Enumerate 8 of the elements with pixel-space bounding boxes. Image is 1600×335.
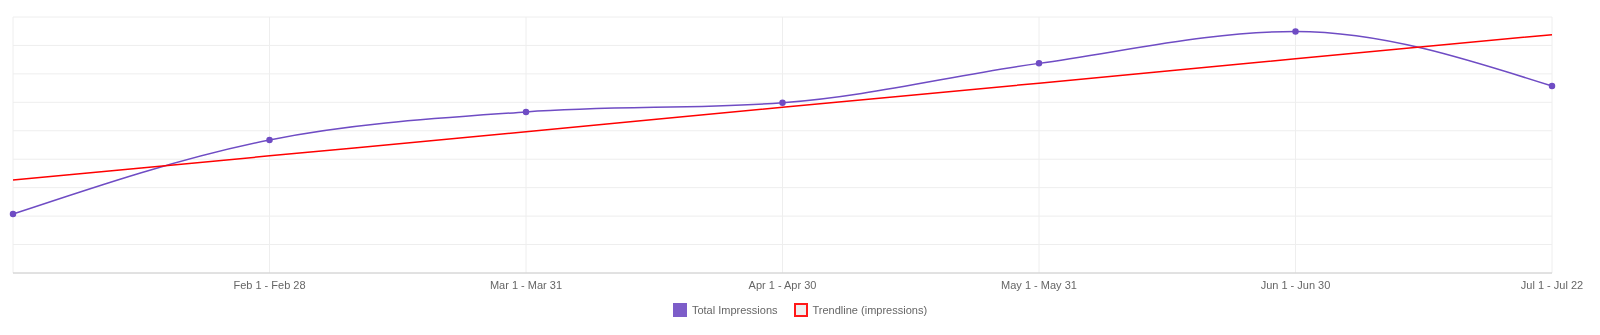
x-tick-label: May 1 - May 31: [1001, 278, 1077, 291]
x-tick-label: Mar 1 - Mar 31: [489, 278, 563, 291]
legend-label: Total Impressions: [691, 304, 778, 316]
x-tick-label: Apr 1 - Apr 30: [748, 278, 817, 291]
x-tick-label: Jul 1 - Jul 22: [1520, 278, 1584, 291]
x-tick-label: Jun 1 - Jun 30: [1260, 278, 1331, 291]
x-tick-label: Feb 1 - Feb 28: [233, 278, 306, 291]
legend-label: Trendline (impressions): [812, 304, 928, 316]
